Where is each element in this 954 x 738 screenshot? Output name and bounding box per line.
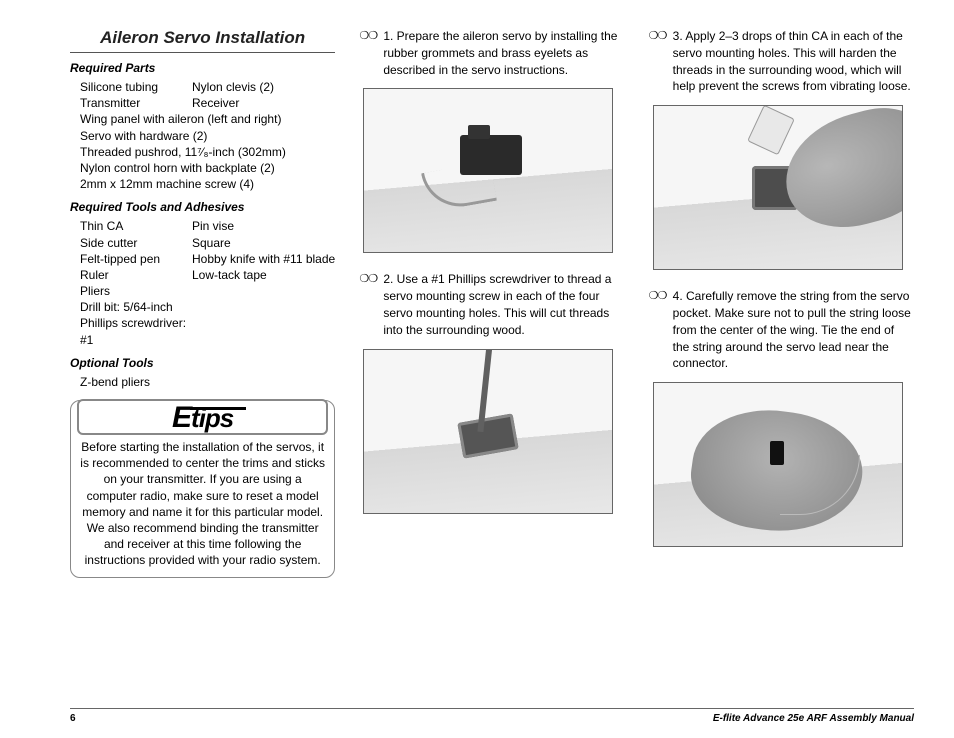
step-1-text: 1. Prepare the aileron servo by installi…: [383, 28, 624, 78]
photo-servo-top: [468, 125, 490, 139]
page-content: Aileron Servo Installation Required Part…: [0, 0, 954, 690]
optional-item: Z-bend pliers: [80, 374, 335, 390]
tool-item: Side cutter: [80, 235, 192, 251]
step-4: ❍❍ 4. Carefully remove the string from t…: [649, 288, 914, 372]
part-item: Transmitter: [80, 95, 192, 111]
step-2: ❍❍ 2. Use a #1 Phillips screwdriver to t…: [359, 271, 624, 338]
column-1: Aileron Servo Installation Required Part…: [70, 28, 335, 680]
part-item: Silicone tubing: [80, 79, 192, 95]
page-number: 6: [70, 713, 76, 724]
part-item: 2mm x 12mm machine screw (4): [80, 176, 335, 192]
section-title: Aileron Servo Installation: [70, 28, 335, 53]
tool-item: Felt-tipped pen: [80, 251, 192, 267]
checkbox-icon: ❍❍: [359, 271, 379, 338]
step-4-photo: [653, 382, 903, 547]
tool-item: Square: [192, 235, 335, 251]
etips-text: Before starting the installation of the …: [79, 439, 326, 569]
step-1: ❍❍ 1. Prepare the aileron servo by insta…: [359, 28, 624, 78]
step-3-text: 3. Apply 2–3 drops of thin CA in each of…: [673, 28, 914, 95]
subhead-optional: Optional Tools: [70, 356, 335, 370]
parts-list: Silicone tubing Transmitter Nylon clevis…: [70, 79, 335, 192]
tools-list: Thin CA Side cutter Felt-tipped pen Rule…: [70, 218, 335, 348]
page-footer: 6 E-flite Advance 25e ARF Assembly Manua…: [70, 708, 914, 724]
tool-item: Thin CA: [80, 218, 192, 234]
subhead-parts: Required Parts: [70, 61, 335, 75]
part-item: Nylon control horn with backplate (2): [80, 160, 335, 176]
etips-logo: Etips: [77, 399, 328, 435]
photo-ca-bottle: [747, 105, 795, 155]
tool-item: Hobby knife with #11 blade: [192, 251, 335, 267]
step-2-text: 2. Use a #1 Phillips screwdriver to thre…: [383, 271, 624, 338]
subhead-tools: Required Tools and Adhesives: [70, 200, 335, 214]
column-2: ❍❍ 1. Prepare the aileron servo by insta…: [359, 28, 624, 680]
etips-e: E: [172, 401, 191, 434]
etips-bar-icon: [190, 407, 246, 410]
checkbox-icon: ❍❍: [649, 28, 669, 95]
part-item: Threaded pushrod, 11⁷⁄₈-inch (302mm): [80, 144, 335, 160]
step-4-text: 4. Carefully remove the string from the …: [673, 288, 914, 372]
etips-box: Etips Before starting the installation o…: [70, 400, 335, 578]
tool-item: Ruler: [80, 267, 192, 283]
manual-title: E-flite Advance 25e ARF Assembly Manual: [713, 713, 914, 724]
part-item: Servo with hardware (2): [80, 128, 335, 144]
optional-list: Z-bend pliers: [70, 374, 335, 390]
step-2-photo: [363, 349, 613, 514]
checkbox-icon: ❍❍: [649, 288, 669, 372]
tool-item: Phillips screwdriver: #1: [80, 315, 192, 347]
column-3: ❍❍ 3. Apply 2–3 drops of thin CA in each…: [649, 28, 914, 680]
part-item: Nylon clevis (2): [192, 79, 274, 95]
tool-item: Pliers: [80, 283, 192, 299]
part-item: Receiver: [192, 95, 274, 111]
step-1-photo: [363, 88, 613, 253]
checkbox-icon: ❍❍: [359, 28, 379, 78]
step-3: ❍❍ 3. Apply 2–3 drops of thin CA in each…: [649, 28, 914, 95]
part-item: Wing panel with aileron (left and right): [80, 111, 335, 127]
photo-servo-body: [460, 135, 522, 175]
tool-item: Low-tack tape: [192, 267, 335, 283]
tool-item: Pin vise: [192, 218, 335, 234]
photo-string: [780, 455, 860, 515]
tool-item: Drill bit: 5/64-inch: [80, 299, 192, 315]
photo-servo-slot: [458, 413, 519, 458]
step-3-photo: [653, 105, 903, 270]
